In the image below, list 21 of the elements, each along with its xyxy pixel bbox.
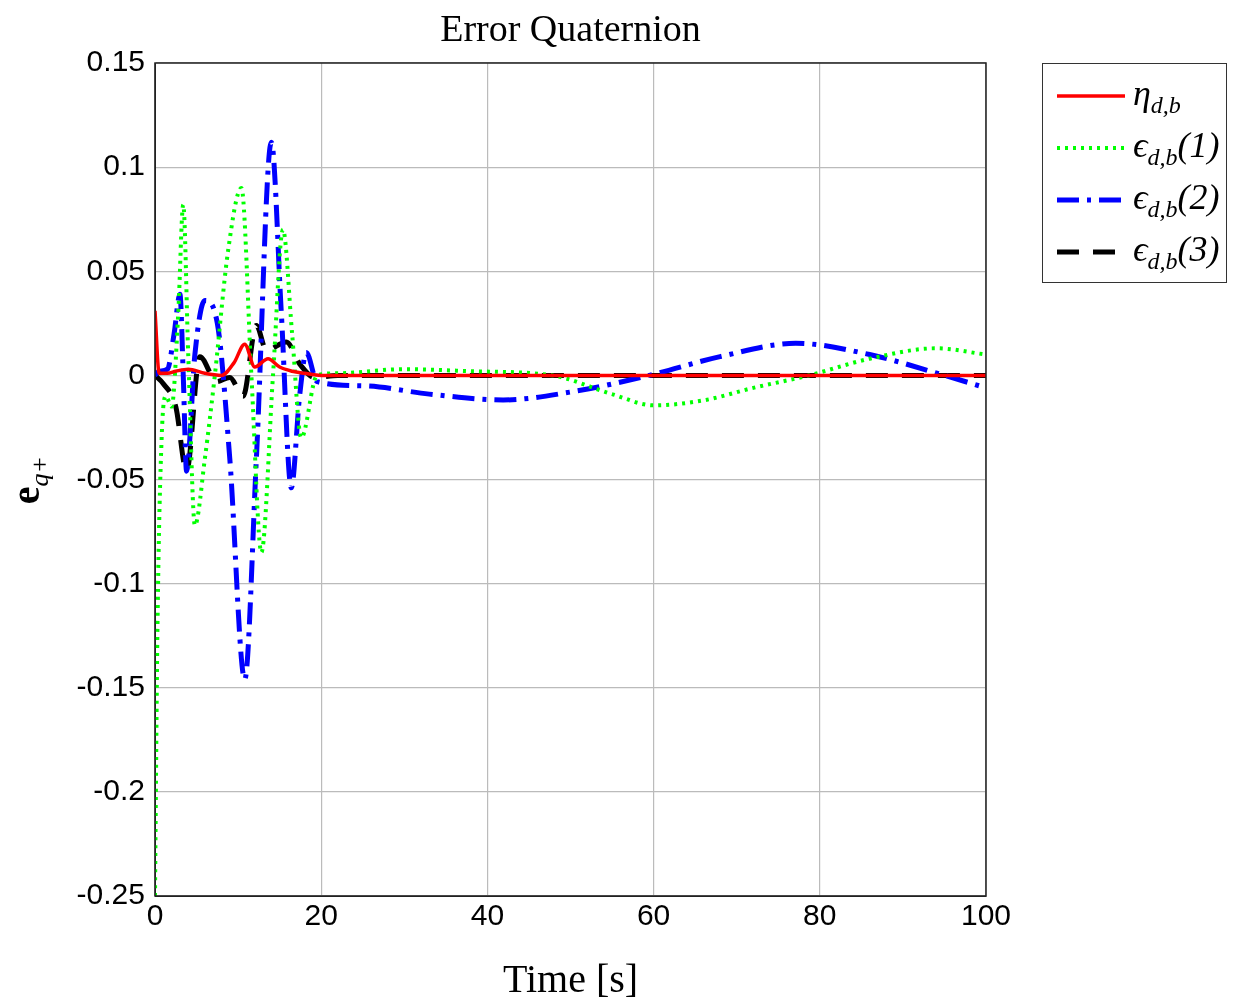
x-tick-label: 80 (803, 898, 837, 932)
y-tick-label: -0.25 (76, 877, 145, 911)
legend-label: ϵ$_{d,b}$(1) (1133, 124, 1220, 172)
x-tick-label: 100 (960, 898, 1012, 932)
y-tick-label: 0 (128, 356, 145, 390)
x-tick-label: 40 (470, 898, 505, 932)
x-axis-title: Time [s] (501, 955, 640, 1002)
chart-title: Error Quaternion (439, 6, 702, 50)
y-tick-label: -0.15 (76, 669, 145, 703)
y-tick-label: -0.05 (76, 460, 145, 494)
x-tick-label: 20 (304, 898, 338, 932)
y-tick-label: 0.15 (86, 44, 145, 78)
legend-label: ϵ$_{d,b}$(3) (1133, 228, 1220, 276)
x-tick-label: 60 (636, 898, 671, 932)
y-tick-label: 0.05 (86, 252, 145, 286)
legend-label: ϵ$_{d,b}$(2) (1133, 176, 1220, 224)
y-tick-label: -0.2 (93, 773, 145, 807)
line-series (155, 309, 986, 378)
y-tick-label: -0.1 (93, 564, 145, 598)
y-tick-label: 0.1 (103, 148, 145, 182)
legend-label: η$_{d,b}$ (1133, 72, 1181, 120)
